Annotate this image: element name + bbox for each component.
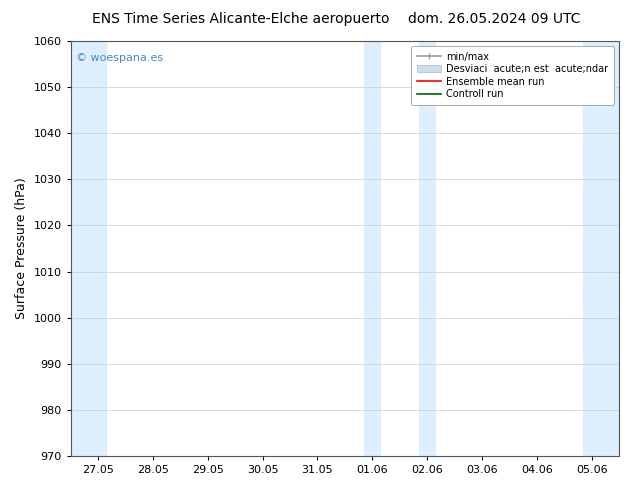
Text: © woespana.es: © woespana.es bbox=[76, 53, 164, 64]
Bar bbox=[364, 41, 380, 456]
Text: dom. 26.05.2024 09 UTC: dom. 26.05.2024 09 UTC bbox=[408, 12, 581, 26]
Bar bbox=[583, 41, 619, 456]
Bar bbox=[71, 41, 107, 456]
Y-axis label: Surface Pressure (hPa): Surface Pressure (hPa) bbox=[15, 178, 28, 319]
Bar bbox=[419, 41, 436, 456]
Legend: min/max, Desviaci  acute;n est  acute;ndar, Ensemble mean run, Controll run: min/max, Desviaci acute;n est acute;ndar… bbox=[411, 46, 614, 105]
Text: ENS Time Series Alicante-Elche aeropuerto: ENS Time Series Alicante-Elche aeropuert… bbox=[92, 12, 390, 26]
